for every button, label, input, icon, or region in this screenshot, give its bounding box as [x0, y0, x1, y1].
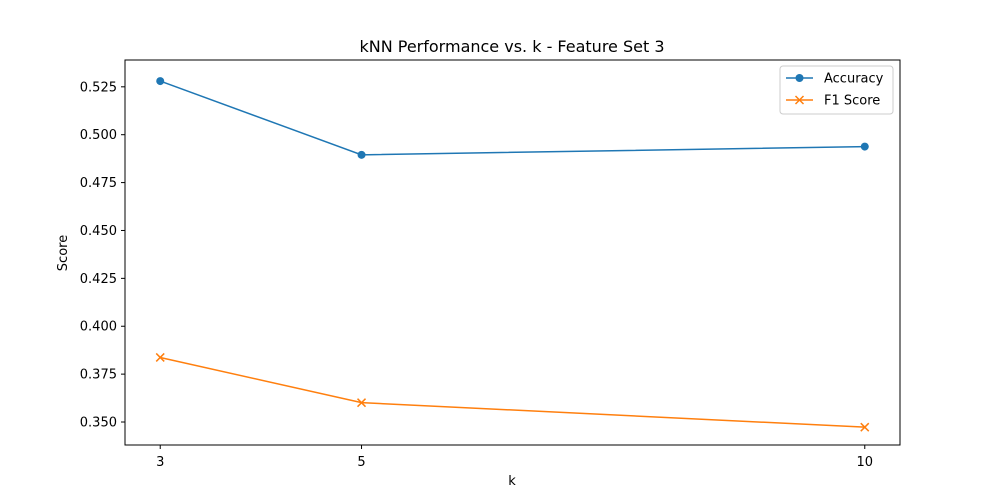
y-tick-label: 0.475	[80, 176, 117, 191]
x-tick-label: 5	[357, 455, 365, 470]
y-axis: 0.350 0.375 0.400 0.425 0.450 0.475 0.500 0.525	[80, 80, 125, 431]
chart-title: kNN Performance vs. k - Feature Set 3	[359, 37, 664, 56]
data-point-accuracy	[860, 142, 869, 151]
series-layer	[155, 77, 870, 432]
data-point-accuracy	[357, 150, 366, 159]
legend-f1-label: F1 Score	[824, 94, 880, 109]
y-tick-label: 0.525	[80, 80, 117, 95]
legend-accuracy-label: Accuracy	[824, 72, 884, 87]
legend-accuracy-marker	[795, 74, 804, 82]
y-tick-label: 0.350	[80, 416, 117, 431]
x-axis: 3 5 10	[156, 445, 873, 470]
data-point-f1-score	[155, 352, 165, 362]
y-tick-label: 0.375	[80, 368, 117, 383]
series-line-f1-score	[160, 356, 865, 428]
data-point-f1-score	[860, 422, 870, 432]
legend-f1-marker	[794, 95, 805, 105]
y-tick-label: 0.450	[80, 224, 117, 239]
x-axis-label: k	[508, 474, 516, 489]
x-tick-label: 3	[156, 455, 164, 470]
y-axis-label: Score	[56, 235, 71, 271]
plot-area	[124, 59, 901, 446]
data-point-f1-score	[356, 398, 367, 408]
legend: Accuracy F1 Score	[779, 65, 894, 115]
series-line-accuracy	[159, 80, 865, 156]
y-tick-label: 0.400	[80, 320, 117, 335]
y-tick-label: 0.500	[80, 128, 117, 143]
x-tick-label: 10	[856, 455, 873, 470]
data-point-accuracy	[156, 77, 165, 86]
y-tick-label: 0.425	[80, 272, 117, 287]
